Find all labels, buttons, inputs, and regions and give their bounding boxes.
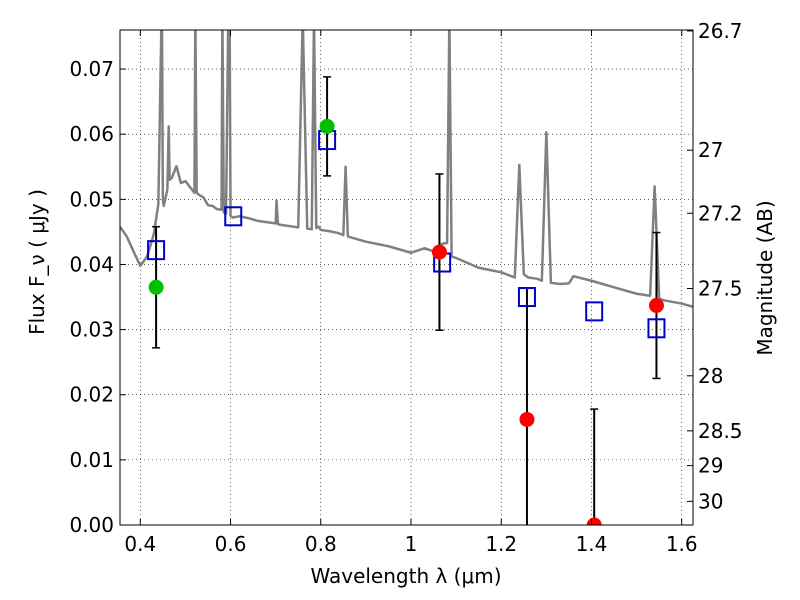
- grid: [120, 30, 693, 526]
- model-spectrum-line: [120, 30, 693, 309]
- y-tick-label: 0.07: [69, 57, 114, 81]
- nondetection-point: [519, 411, 535, 427]
- model-photometry-square: [585, 301, 604, 322]
- model-photometry-square: [517, 287, 536, 308]
- x-axis-label: Wavelength λ (μm): [310, 564, 501, 588]
- nondetection-point: [586, 517, 602, 525]
- y2-tick-label: 27: [698, 138, 723, 162]
- nondetection-point: [431, 244, 447, 260]
- plot-area: [120, 30, 693, 525]
- x-tick-label: 1.6: [666, 532, 698, 556]
- x-tick-label: 1.2: [485, 532, 517, 556]
- y2-tick-label: 29: [698, 454, 723, 478]
- plot-content: [120, 30, 693, 525]
- y-axis-label: Flux F_ν ( μJy ): [25, 189, 49, 335]
- y2-tick-label: 28: [698, 364, 723, 388]
- y-tick-label: 0.06: [69, 122, 114, 146]
- x-tick-label: 1: [405, 532, 418, 556]
- y2-tick-label: 26.7: [698, 19, 743, 43]
- x-tick-label: 0.6: [215, 532, 247, 556]
- model-photometry-square: [224, 206, 243, 227]
- y-tick-label: 0.01: [69, 448, 114, 472]
- y2-axis-label: Magnitude (AB): [753, 200, 777, 355]
- plot-frame: [119, 29, 694, 526]
- axes-ticks: 0.4 0.6 0.8 1 1.2 1.4 1.6 0.00 0.01 0.02 0.03 0.04 0…: [69, 19, 742, 556]
- y2-tick-label: 27.2: [698, 201, 743, 225]
- y-tick-label: 0.04: [69, 252, 114, 276]
- y-tick-label: 0.00: [69, 513, 114, 537]
- detection-point: [148, 279, 164, 295]
- x-tick-label: 0.4: [124, 532, 156, 556]
- model-photometry-square: [647, 318, 666, 339]
- x-tick-label: 1.4: [576, 532, 608, 556]
- y-tick-label: 0.02: [69, 383, 114, 407]
- nondetection-point: [648, 298, 664, 314]
- y2-tick-label: 28.5: [698, 419, 743, 443]
- y-tick-label: 0.05: [69, 187, 114, 211]
- y2-tick-label: 27.5: [698, 277, 743, 301]
- detection-point: [319, 118, 335, 134]
- x-tick-label: 0.8: [305, 532, 337, 556]
- y-tick-label: 0.03: [69, 318, 114, 342]
- model-photometry-square: [147, 240, 166, 261]
- y2-tick-label: 30: [698, 489, 723, 513]
